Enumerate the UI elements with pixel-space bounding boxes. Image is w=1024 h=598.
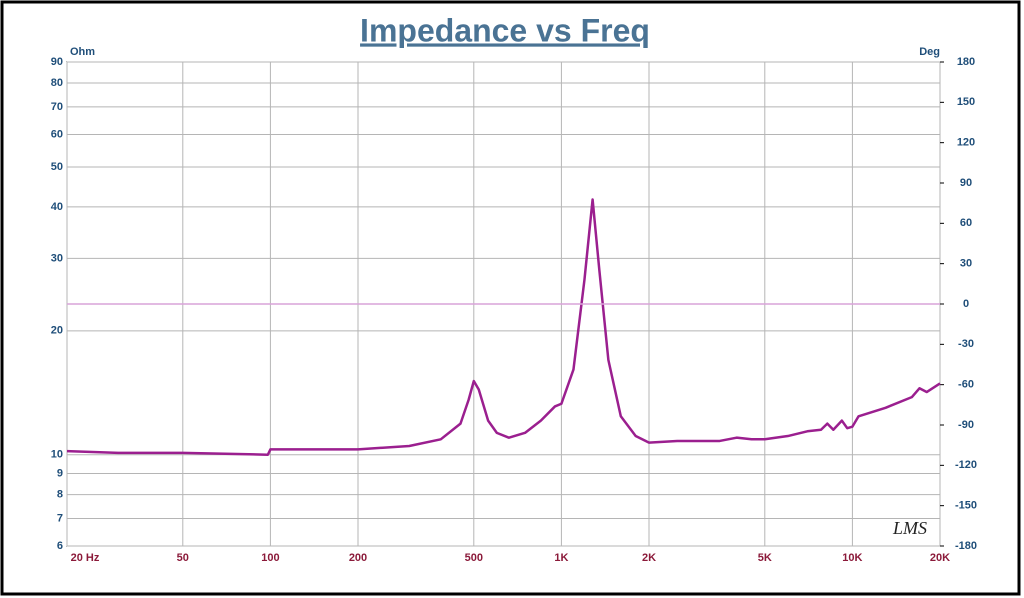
y2-tick-label: -180 [955, 540, 977, 552]
y2-tick-label: 60 [960, 217, 972, 229]
y2-tick-label: -150 [955, 500, 977, 512]
y2-tick-label: -90 [958, 419, 974, 431]
y2-tick-label: -60 [958, 379, 974, 391]
y-tick-label: 60 [51, 128, 63, 140]
data-line [66, 198, 941, 456]
x-tick-label: 20K [930, 552, 950, 564]
y-tick-label: 9 [57, 467, 63, 479]
y2-tick-label: 180 [957, 56, 975, 68]
y-tick-label: 20 [51, 325, 63, 337]
x-tick-label: 200 [349, 552, 367, 564]
x-tick-label: 2K [642, 552, 656, 564]
y2-tick-label: -30 [958, 338, 974, 350]
y-tick-label: 10 [51, 449, 63, 461]
x-tick-label: 1K [554, 552, 568, 564]
x-tick-label: 50 [177, 552, 189, 564]
y-tick-label: 6 [57, 540, 63, 552]
y2-tick-label: 30 [960, 258, 972, 270]
y2-tick-label: 120 [957, 137, 975, 149]
y-tick-label: 80 [51, 77, 63, 89]
y-tick-label: 7 [57, 512, 63, 524]
x-tick-label: 10K [842, 552, 862, 564]
x-tick-label: 500 [465, 552, 483, 564]
y-tick-label: 30 [51, 252, 63, 264]
y-tick-label: 8 [57, 488, 63, 500]
y2-tick-label: 90 [960, 177, 972, 189]
x-tick-label: 20 Hz [71, 552, 100, 564]
y2-tick-label: 0 [963, 298, 969, 310]
y-tick-label: 90 [51, 56, 63, 68]
y2-axis-label: Deg [919, 46, 940, 58]
y-tick-label: 50 [51, 161, 63, 173]
y-axis-label: Ohm [70, 46, 95, 58]
y-tick-label: 40 [51, 201, 63, 213]
y2-tick-label: -120 [955, 459, 977, 471]
chart-title: Impedance vs Freq [360, 12, 650, 48]
x-tick-label: 100 [261, 552, 279, 564]
x-tick-label: 5K [758, 552, 772, 564]
y2-tick-label: 150 [957, 96, 975, 108]
logo: LMS [892, 518, 927, 538]
y-tick-label: 70 [51, 101, 63, 113]
